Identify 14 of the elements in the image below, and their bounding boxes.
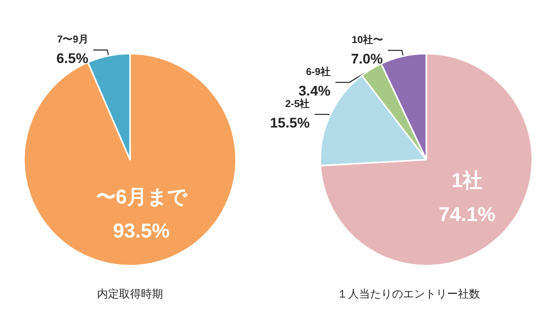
slice-label: 7〜9月 (57, 34, 88, 46)
data-label: 15.5% (270, 114, 310, 130)
slice-label: 6-9社 (306, 66, 330, 78)
data-label: 3.4% (298, 82, 331, 98)
text: 内定取得時期 (97, 288, 163, 300)
slice-label: 1社 (451, 169, 483, 192)
slice-label: 2-5社 (285, 98, 310, 110)
data-label: 6.5% (56, 50, 89, 66)
data-label: 93.5% (112, 220, 170, 242)
text: １人当たりのエントリー社数 (337, 288, 480, 300)
data-label: 7.0% (350, 50, 384, 66)
data-label: 74.1% (438, 204, 496, 226)
slice-label: 10社〜 (352, 34, 383, 46)
slice-label: 〜6月まで (96, 186, 188, 208)
